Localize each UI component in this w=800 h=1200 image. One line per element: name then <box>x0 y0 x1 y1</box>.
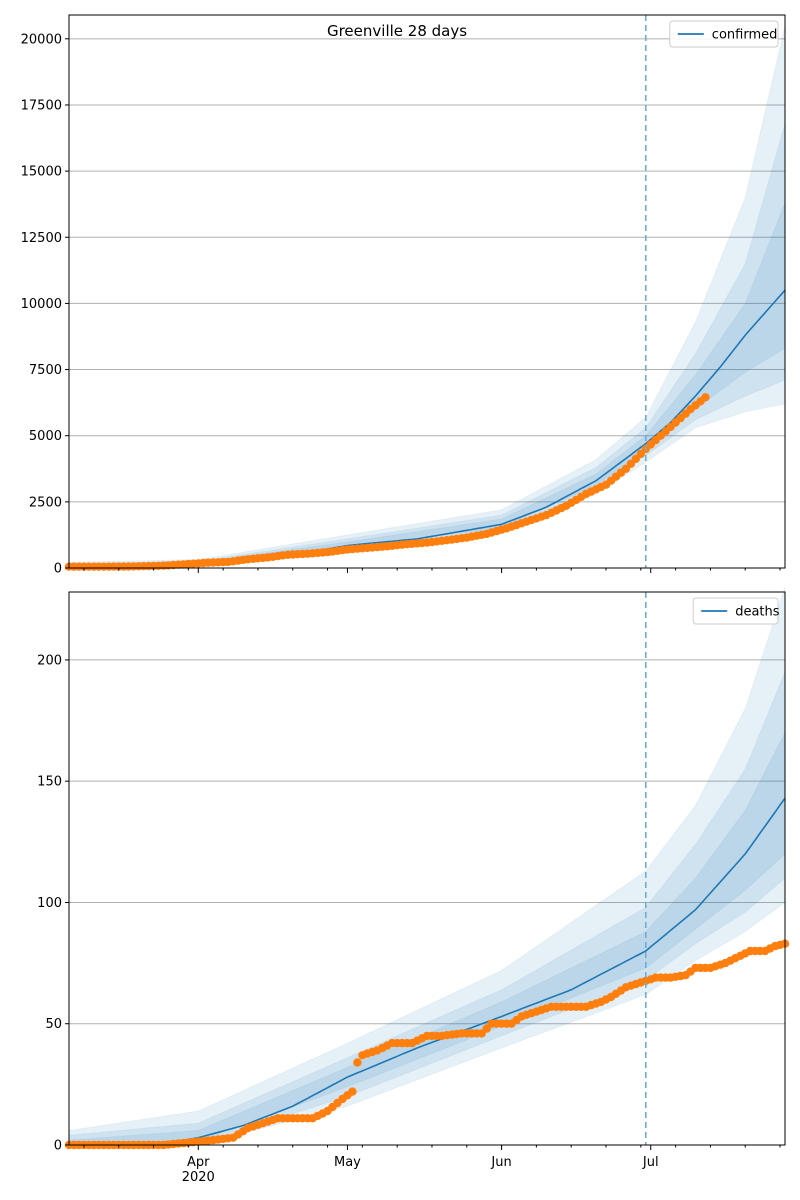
y-tick-label: 20000 <box>21 32 62 47</box>
y-tick-label: 15000 <box>21 165 62 180</box>
y-tick-label: 12500 <box>21 231 62 246</box>
y-tick-label: 150 <box>37 775 62 790</box>
band-mid <box>68 123 786 568</box>
legend: confirmed <box>669 20 779 48</box>
y-tick-label: 50 <box>45 1017 62 1032</box>
observed-points <box>64 393 710 571</box>
observed-points <box>64 939 790 1150</box>
legend-label: deaths <box>735 605 780 620</box>
observed-point <box>353 1058 362 1067</box>
y-tick-label: 200 <box>37 653 62 668</box>
legend: deaths <box>692 597 780 625</box>
figure-title: Greenville 28 days <box>327 22 467 40</box>
y-tick-label: 100 <box>37 896 62 911</box>
y-tick-label: 0 <box>54 562 62 577</box>
y-tick-label: 2500 <box>29 495 62 510</box>
y-tick-label: 17500 <box>21 98 62 113</box>
x-tick-label: Apr <box>187 1155 210 1170</box>
y-gridlines <box>69 659 785 1146</box>
x-tick-label: Jul <box>642 1155 659 1170</box>
legend-label: confirmed <box>712 28 778 43</box>
x-axis <box>83 568 781 573</box>
uncertainty-bands <box>68 586 786 1146</box>
observed-point <box>701 393 710 402</box>
y-tick-label: 7500 <box>29 363 62 378</box>
x-tick-label: 2020 <box>182 1170 215 1185</box>
band-outer <box>68 25 786 568</box>
legend-box <box>669 20 779 48</box>
y-axis: 0 50 100 150 200 <box>37 653 69 1154</box>
y-axis: 0 2500 5000 7500 10000 12500 15000 17500 20000 <box>21 32 69 577</box>
axes-frame <box>68 591 786 1146</box>
observed-point <box>348 1087 357 1096</box>
axes-frame <box>68 14 786 569</box>
y-tick-label: 0 <box>54 1139 62 1154</box>
x-tick-label: Jun <box>490 1155 511 1170</box>
uncertainty-bands <box>68 25 786 568</box>
y-tick-label: 10000 <box>21 297 62 312</box>
x-tick-label: May <box>334 1155 361 1170</box>
y-tick-label: 5000 <box>29 429 62 444</box>
y-gridlines <box>69 38 785 569</box>
confirmed-chart: 0 2500 5000 7500 10000 12500 15000 17500 20000 co… <box>21 14 786 577</box>
band-inner <box>68 732 786 1146</box>
legend-box <box>692 597 779 625</box>
